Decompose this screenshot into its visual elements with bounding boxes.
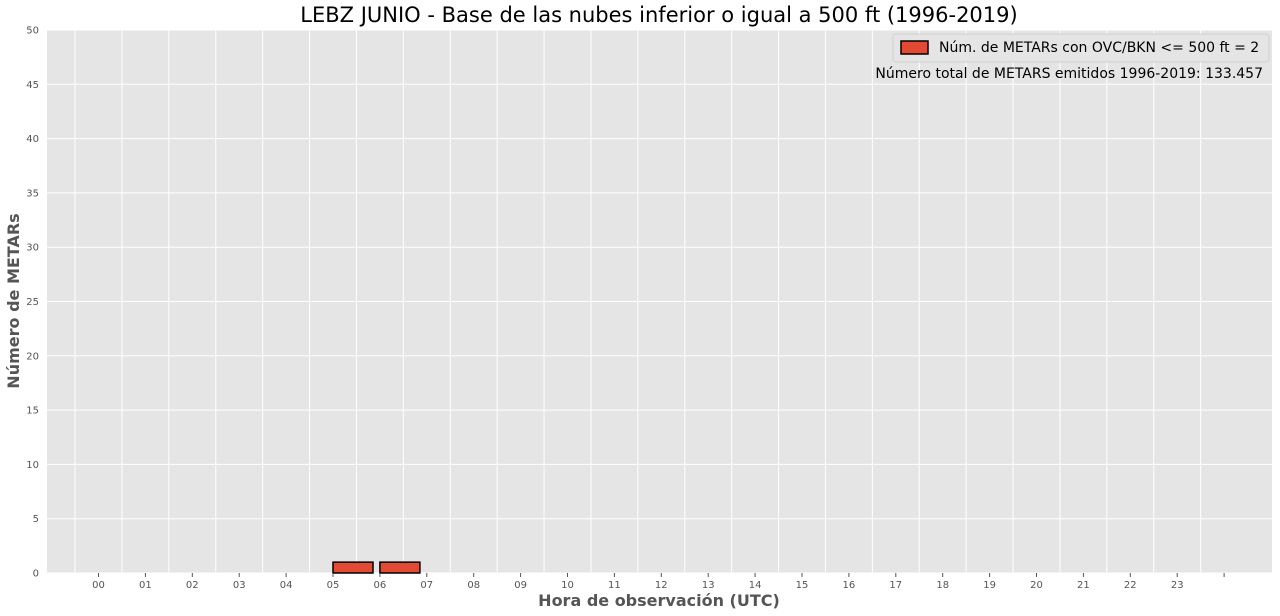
x-tick-label: 04 (280, 580, 293, 591)
grid (47, 29, 1272, 574)
x-tick-label: 15 (796, 580, 809, 591)
bar (332, 561, 374, 574)
x-tick-label: 16 (843, 580, 856, 591)
x-tick-label: 07 (420, 580, 433, 591)
x-tick-label: 09 (514, 580, 527, 591)
total-metars-annotation: Número total de METARS emitidos 1996-201… (875, 66, 1263, 82)
x-tick-label: 13 (702, 580, 715, 591)
x-tick-label: 19 (983, 580, 996, 591)
legend: Núm. de METARs con OVC/BKN <= 500 ft = 2 (892, 33, 1270, 63)
x-tick-label: 01 (139, 580, 152, 591)
y-axis-ticks: 0 5 10 15 20 25 30 35 40 45 50 (26, 26, 39, 580)
x-tick-label: 18 (936, 580, 949, 591)
y-tick-label: 45 (26, 80, 39, 91)
x-tick-label: 05 (327, 580, 340, 591)
y-tick-label: 15 (26, 406, 39, 417)
legend-swatch (900, 40, 929, 55)
y-tick-label: 0 (33, 569, 39, 580)
x-tick-label: 02 (186, 580, 199, 591)
legend-box (892, 33, 1270, 63)
x-tick-label: 11 (608, 580, 621, 591)
y-tick-label: 35 (26, 188, 39, 199)
x-tick-label: 20 (1030, 580, 1043, 591)
y-axis-label: Número de METARs (4, 213, 23, 388)
x-tick-label: 21 (1077, 580, 1090, 591)
bars (332, 561, 421, 574)
legend-label: Núm. de METARs con OVC/BKN <= 500 ft = 2 (939, 40, 1259, 56)
x-tick-label: 08 (467, 580, 480, 591)
y-tick-label: 30 (26, 243, 39, 254)
x-tick-label: 14 (749, 580, 762, 591)
x-tick-label: 06 (374, 580, 387, 591)
x-tick-label: 22 (1124, 580, 1137, 591)
x-tick-label: 17 (889, 580, 902, 591)
y-tick-label: 50 (26, 26, 39, 37)
y-tick-label: 40 (26, 134, 39, 145)
y-tick-label: 10 (26, 460, 39, 471)
y-tick-label: 5 (33, 514, 39, 525)
x-tick-label: 23 (1171, 580, 1184, 591)
bar (379, 561, 421, 574)
y-tick-label: 20 (26, 351, 39, 362)
x-tick-label: 10 (561, 580, 574, 591)
x-tick-label: 03 (233, 580, 246, 591)
x-tick-label: 12 (655, 580, 668, 591)
x-tick-label: 00 (92, 580, 105, 591)
y-tick-label: 25 (26, 297, 39, 308)
x-axis-ticks: 00 01 02 03 04 05 06 07 08 09 10 11 12 13 14 15 16 17 18 19… (92, 573, 1225, 591)
x-axis-label: Hora de observación (UTC) (538, 591, 780, 610)
chart-title: LEBZ JUNIO - Base de las nubes inferior … (300, 3, 1017, 27)
